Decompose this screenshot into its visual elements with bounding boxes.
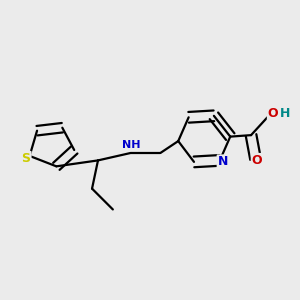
Text: H: H <box>280 107 290 120</box>
Text: O: O <box>267 107 278 120</box>
Text: N: N <box>218 155 228 168</box>
Text: NH: NH <box>122 140 140 150</box>
Text: O: O <box>252 154 262 167</box>
Text: S: S <box>22 152 31 165</box>
